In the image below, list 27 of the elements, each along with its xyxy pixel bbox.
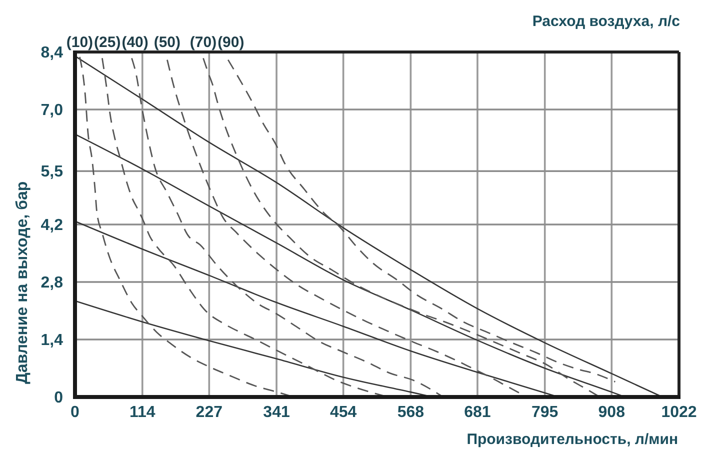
text: Расход воздуха, л/с [532,13,680,30]
x-tick-label: 908 [598,404,626,421]
series-label: (70) [190,34,217,51]
x-tick-label: 227 [196,404,223,421]
y-tick-label: 8,4 [40,44,64,62]
line-series [131,57,444,398]
y-tick-label: 5,5 [40,164,64,181]
series-label: (40) [122,34,148,51]
y-axis-title: Давление на выходе, бар [14,181,31,384]
x-axis-title: Производительность, л/мин [466,431,678,448]
x-tick-label: 0 [70,404,80,421]
x-tick-label: 454 [330,404,357,421]
y-tick-label: 7,0 [40,102,64,120]
x-tick-label: 568 [397,404,424,421]
y-tick-label: 1,4 [40,332,64,350]
y-tick-label: 4,2 [40,217,64,234]
x-tick-label: 114 [129,404,156,421]
series-label: (10) [66,34,94,51]
series-label: (25) [94,34,121,51]
series-label: (90) [218,34,244,51]
x-tick-label: 1022 [661,404,697,421]
x-tick-label: 795 [531,404,558,421]
y-tick-label: 2,8 [40,274,64,292]
series-label: (50) [154,34,181,51]
x-tick-label: 681 [464,404,491,421]
x-tick-label: 341 [263,404,290,421]
y-tick-label: 0 [54,390,64,407]
